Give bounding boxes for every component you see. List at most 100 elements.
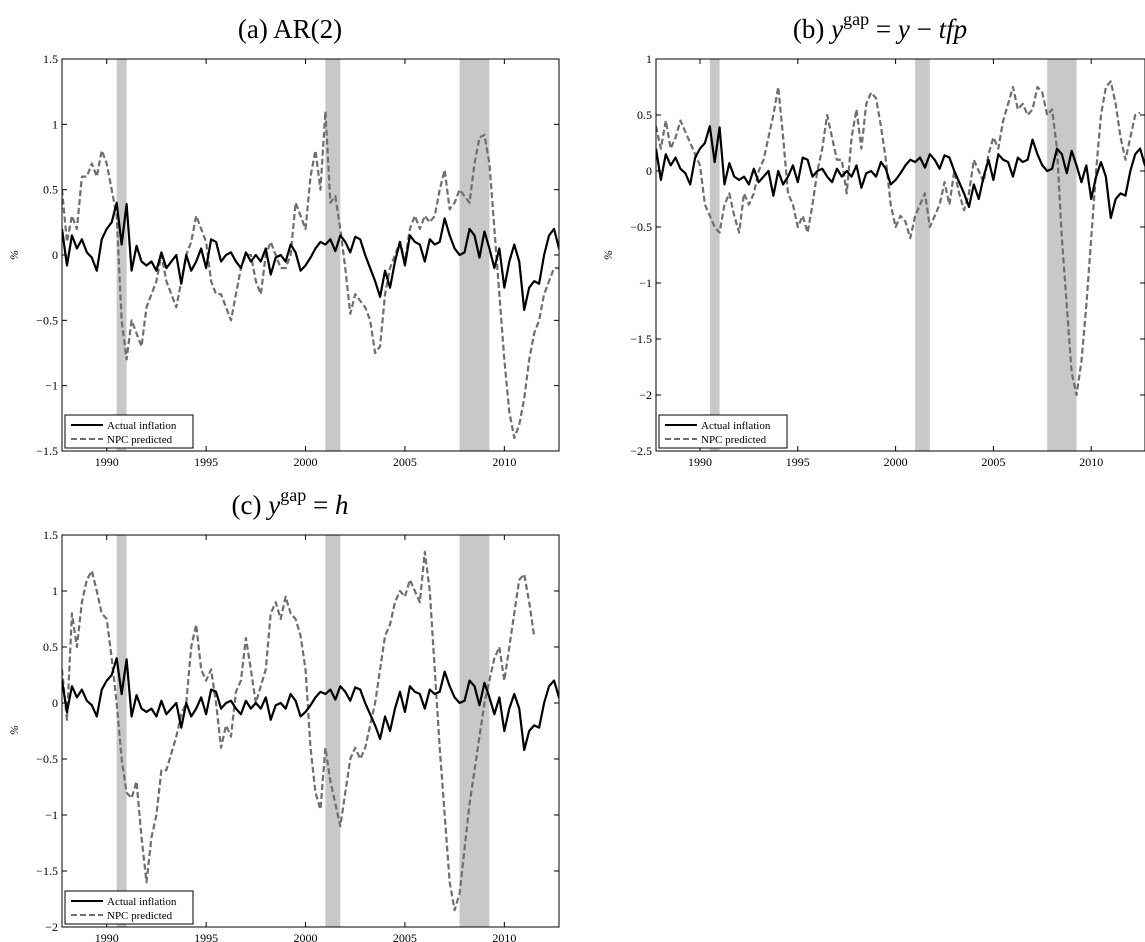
panel-c-y-tick-label: 1: [52, 584, 58, 598]
panel-c-ylabel: %: [7, 725, 21, 735]
panel-b-y-tick-label: −1.5: [630, 332, 652, 346]
panel-b-title: (b) ygap = y − tfp: [793, 9, 967, 44]
panel-c-x-tick-label: 1995: [194, 931, 218, 942]
panel-c-x-tick-label: 2005: [393, 931, 417, 942]
panel-b-y-ticks: −2.5 −2 −1.5 −1 −0.5 0 0.5 1: [630, 52, 1145, 458]
panel-b-recession-band-3: [1047, 59, 1077, 451]
panel-b-y-tick-label: −1: [639, 276, 652, 290]
panel-a-x-tick-label: 1990: [95, 455, 119, 469]
panel-a-legend-box: [64, 414, 194, 449]
panel-c-npc-predicted-line: [62, 550, 536, 912]
panel-c-series: [62, 550, 559, 912]
panel-c-title-eq: =: [306, 490, 335, 520]
panel-b-x-tick-label: 2010: [1079, 455, 1103, 469]
panel-b-y-tick-label: 0.5: [637, 108, 652, 122]
panel-b-npc-predicted-line: [656, 80, 1141, 397]
panel-a-x-tick-label: 2010: [492, 455, 516, 469]
panel-b-y-tick-label: −0.5: [630, 220, 652, 234]
panel-c-x-tick-label: 2000: [294, 931, 318, 942]
panel-b-legend: Actual inflation NPC predicted: [658, 414, 788, 449]
panel-c-recession-band-3: [459, 535, 490, 927]
panel-b-recession-band-1: [709, 59, 720, 451]
panel-b-title-prefix: (b): [793, 14, 831, 44]
panel-a-y-tick-label: 0: [52, 248, 58, 262]
panel-a-x-ticks: 1990 1995 2000 2005 2010: [95, 59, 516, 469]
panel-a-legend: Actual inflation NPC predicted: [64, 414, 194, 449]
panel-b-y-tick-label: −2.5: [630, 444, 652, 458]
panel-b-title-eq: =: [869, 14, 898, 44]
panel-c-title-gap: gap: [280, 485, 306, 505]
panel-b-title-tfp: tfp: [939, 14, 968, 44]
panel-a: (a) AR(2) % 1990 1995 2000 2005 2010 −1.5−1−…: [7, 14, 560, 469]
panel-b-legend-label-actual-inflation: Actual inflation: [701, 420, 771, 432]
panel-c-y-tick-label: −0.5: [36, 752, 58, 766]
panel-b-legend-label-npc-predicted: NPC predicted: [701, 434, 767, 446]
panel-c-legend-label-actual-inflation: Actual inflation: [107, 896, 177, 908]
panel-c-title-prefix: (c): [232, 490, 269, 520]
panel-a-recessions: [116, 59, 490, 451]
panel-a-x-tick-label: 2005: [393, 455, 417, 469]
panel-a-y-tick-label: −0.5: [36, 313, 58, 327]
panel-a-y-ticks: −1.5 −1 −0.5 0 0.5 1 1.5: [36, 52, 559, 458]
panel-b-recession-band-2: [915, 59, 930, 451]
panel-c-actual-inflation-line: [62, 657, 559, 752]
panel-a-y-tick-label: 1.5: [43, 52, 58, 66]
panel-a-recession-band-1: [116, 59, 127, 451]
panel-c-y-tick-label: 1.5: [43, 528, 58, 542]
panel-a-npc-predicted-line: [62, 110, 559, 440]
panel-b-x-ticks: 1990 1995 2000 2005 2010: [688, 59, 1103, 469]
panel-a-y-tick-label: −1.5: [36, 444, 58, 458]
panel-b-x-tick-label: 2000: [884, 455, 908, 469]
panel-a-y-tick-label: 0.5: [43, 183, 58, 197]
panel-b-frame: [655, 58, 1145, 452]
panel-b-ylabel: %: [601, 250, 615, 260]
panel-c-legend-label-npc-predicted: NPC predicted: [107, 910, 173, 922]
panel-b-x-tick-label: 1995: [786, 455, 810, 469]
panel-b-title-minus: −: [910, 14, 939, 44]
panel-c-y-ticks: −2 −1.5 −1 −0.5 0 0.5 1 1.5: [36, 528, 559, 934]
panel-a-actual-inflation-line: [62, 201, 559, 311]
panel-b-x-tick-label: 1990: [688, 455, 712, 469]
panel-c-recession-band-1: [116, 535, 127, 927]
panel-b: (b) ygap = y − tfp % 1990 1995 2000 2005 201…: [601, 9, 1145, 469]
panel-b-title-gap: gap: [843, 9, 869, 29]
panel-a-y-tick-label: −1: [45, 379, 58, 393]
panel-a-legend-label-actual-inflation: Actual inflation: [107, 420, 177, 432]
panel-c-legend: Actual inflation NPC predicted: [64, 890, 194, 925]
panel-c-recession-band-2: [325, 535, 341, 927]
panel-a-legend-label-npc-predicted: NPC predicted: [107, 434, 173, 446]
panel-c-title: (c) ygap = h: [232, 485, 349, 520]
panel-c-frame: [61, 534, 560, 928]
panel-c-x-tick-label: 1990: [95, 931, 119, 942]
panel-c-title-y: y: [265, 490, 280, 520]
panel-b-title-y: y: [828, 14, 843, 44]
panel-c-title-h: h: [335, 490, 349, 520]
panel-c-y-tick-label: −1: [45, 808, 58, 822]
panel-b-x-tick-label: 2005: [981, 455, 1005, 469]
panel-a-series: [62, 110, 559, 440]
panel-c-y-tick-label: 0.5: [43, 640, 58, 654]
panel-c-x-ticks: 1990 1995 2000 2005 2010: [95, 535, 516, 942]
panel-b-recessions: [709, 59, 1077, 451]
panel-c-y-tick-label: −2: [45, 920, 58, 934]
panel-a-x-tick-label: 1995: [194, 455, 218, 469]
panel-c-y-tick-label: 0: [52, 696, 58, 710]
panel-b-y-tick-label: −2: [639, 388, 652, 402]
panel-b-y-tick-label: 1: [646, 52, 652, 66]
panel-b-series: [656, 80, 1145, 397]
panel-a-y-tick-label: 1: [52, 117, 58, 131]
panel-b-legend-box: [658, 414, 788, 449]
panel-c-y-tick-label: −1.5: [36, 864, 58, 878]
panel-a-recession-band-3: [459, 59, 490, 451]
panel-b-y-tick-label: 0: [646, 164, 652, 178]
panel-c-recessions: [116, 535, 490, 927]
panel-c: (c) ygap = h % 1990 1995 2000 2005 2010 −2 −1…: [7, 485, 560, 942]
panel-c-x-tick-label: 2010: [492, 931, 516, 942]
panel-a-x-tick-label: 2000: [294, 455, 318, 469]
panel-a-title: (a) AR(2): [238, 14, 342, 44]
panel-c-legend-box: [64, 890, 194, 925]
panel-a-recession-band-2: [325, 59, 341, 451]
panel-b-title-y2: y: [895, 14, 910, 44]
panel-a-ylabel: %: [7, 250, 21, 260]
